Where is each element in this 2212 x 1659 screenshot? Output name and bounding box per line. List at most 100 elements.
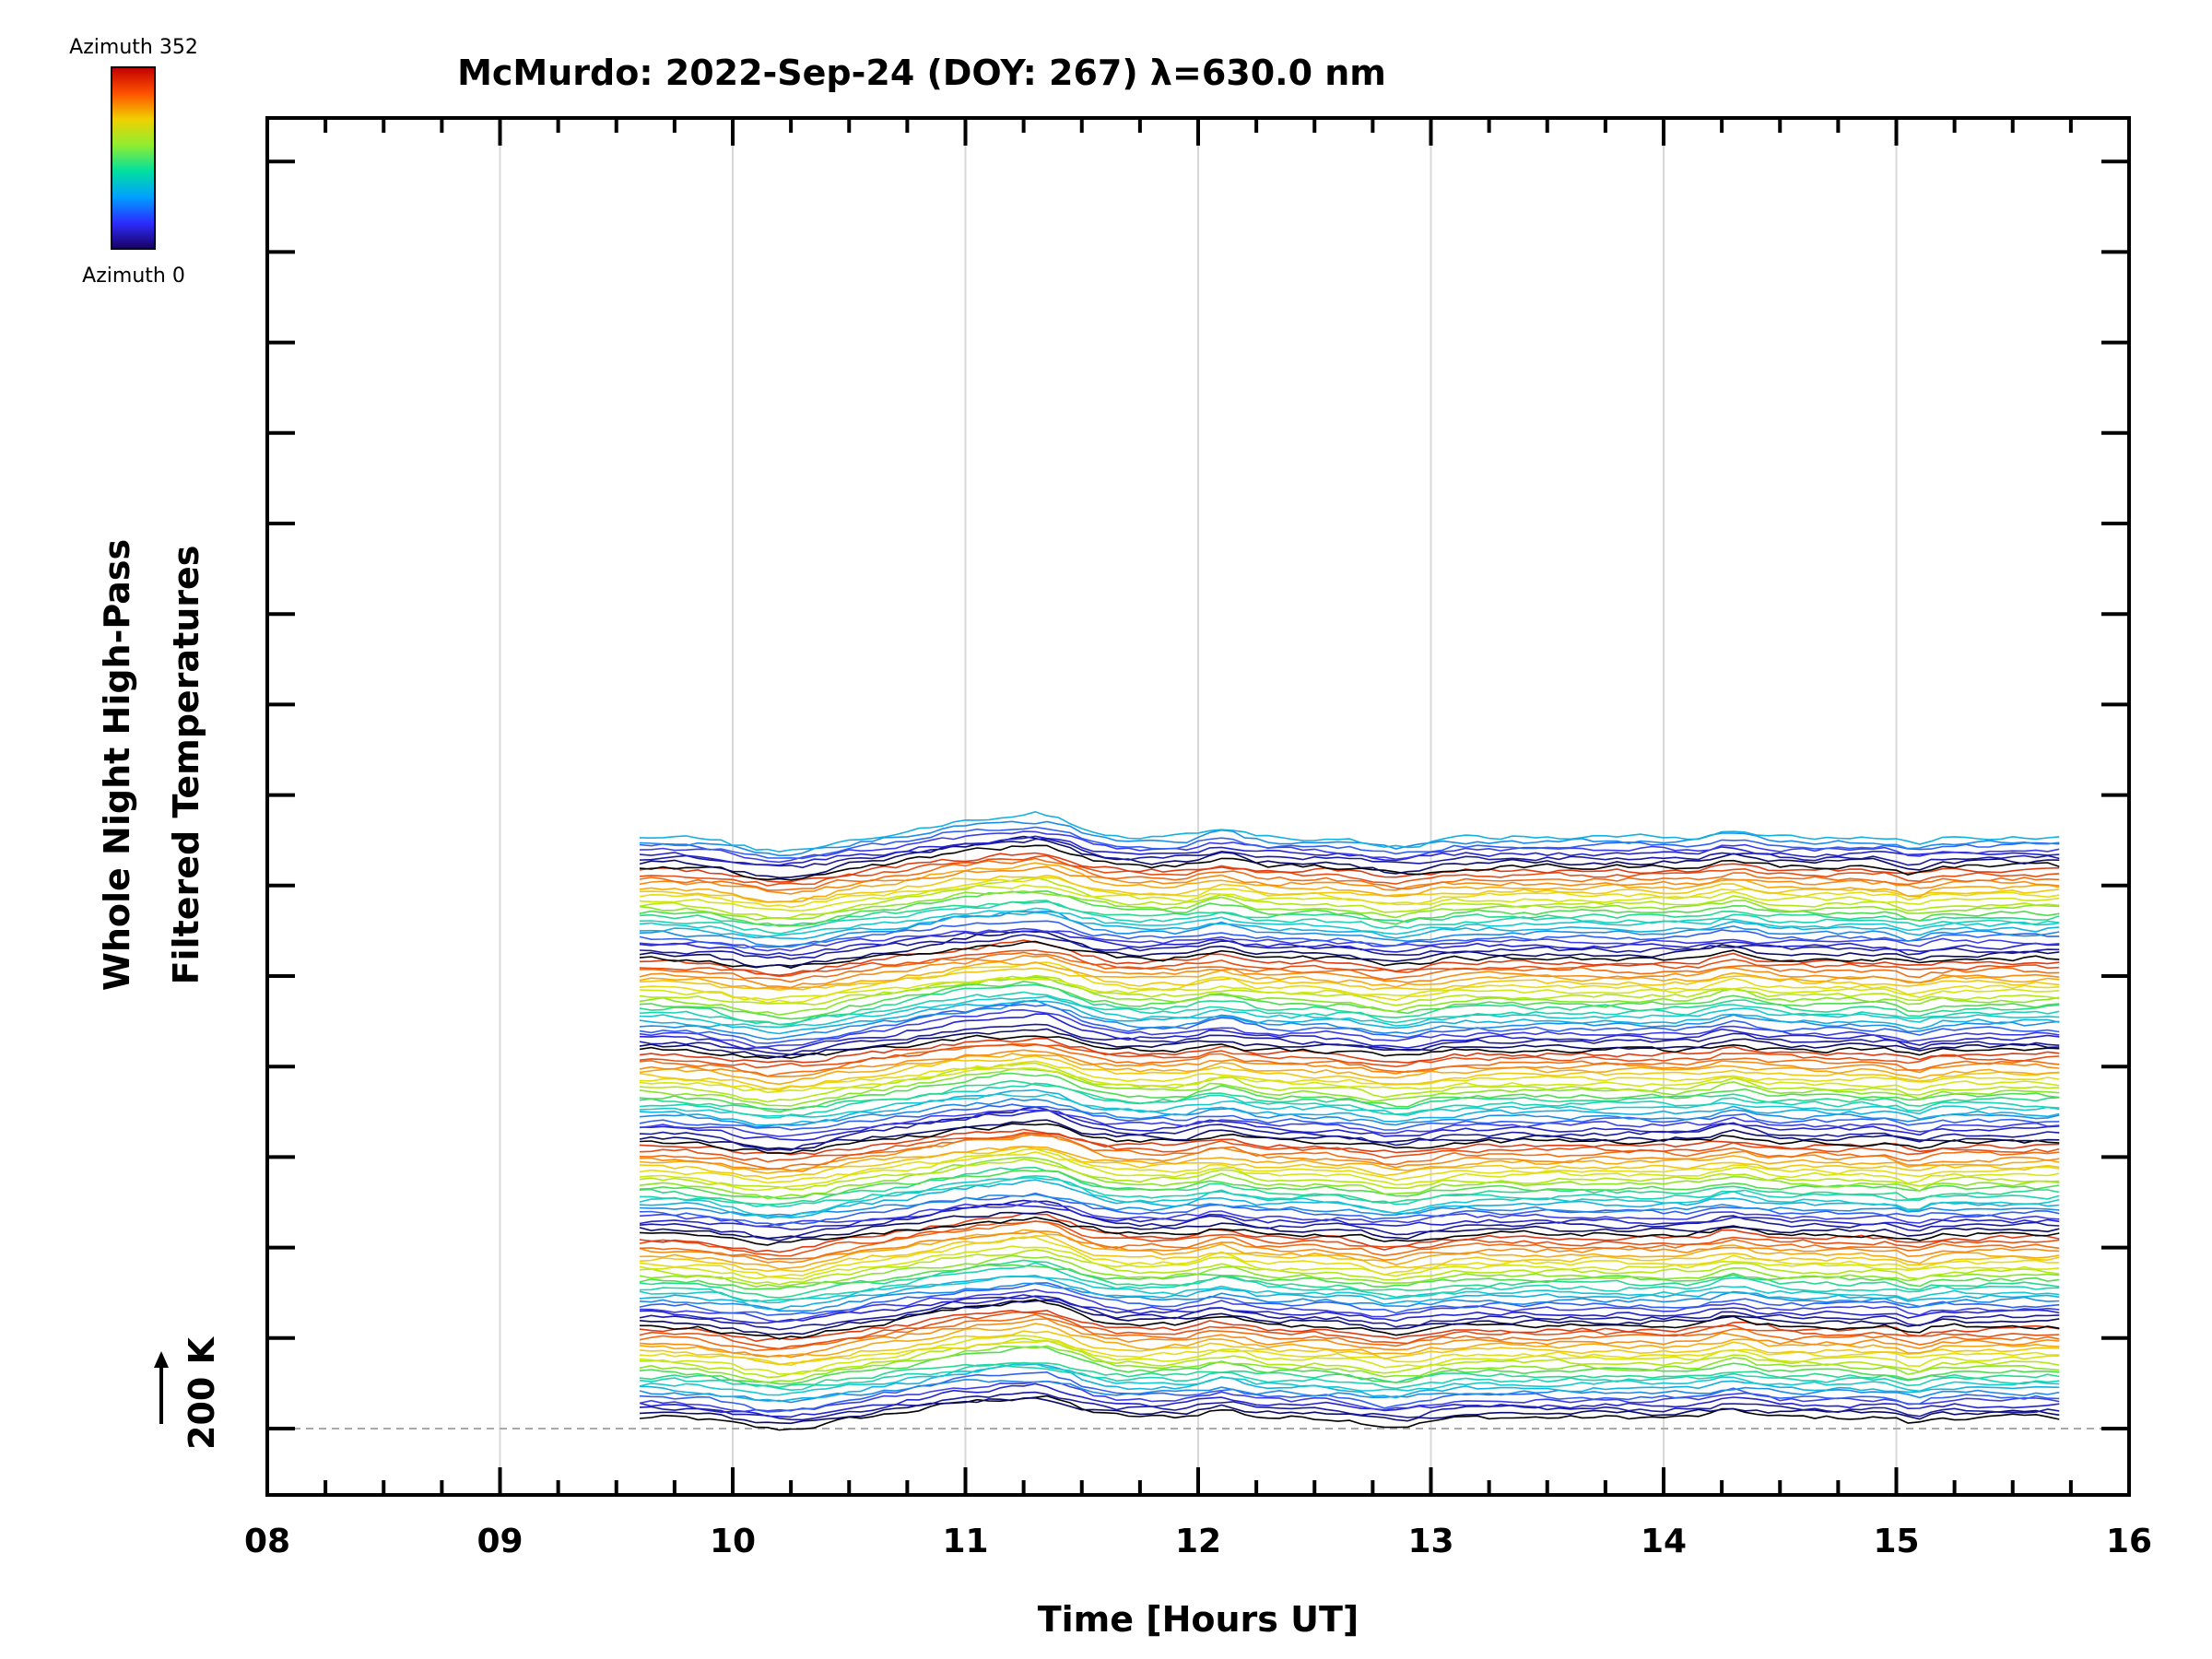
colorbar-bar: [111, 66, 156, 250]
y-axis-label-line1: Whole Night High-Pass: [97, 539, 137, 991]
trace-line: [639, 1220, 2060, 1257]
trace-line: [640, 1299, 2060, 1340]
trace-line: [639, 907, 2060, 937]
scale-arrow-head: [154, 1351, 169, 1368]
trace-line: [639, 835, 2060, 866]
trace-line: [639, 1193, 2060, 1217]
trace-line: [639, 1295, 2060, 1331]
trace-line: [639, 930, 2060, 968]
scale-label: 200 K: [182, 1335, 222, 1450]
trace-line: [639, 940, 2060, 970]
trace-line: [639, 1158, 2060, 1191]
trace-line: [639, 1378, 2060, 1404]
trace-line: [639, 1220, 2060, 1261]
y-axis-ticks: [267, 159, 2129, 1430]
trace-line: [639, 1177, 2060, 1218]
x-tick-label: 10: [710, 1523, 756, 1560]
trace-line: [639, 1323, 2060, 1358]
x-tick-label: 15: [1873, 1523, 1919, 1560]
trace-line: [639, 1282, 2060, 1312]
trace-line: [639, 1391, 2060, 1421]
trace-line: [639, 1254, 2060, 1288]
trace-line: [639, 1248, 2060, 1286]
trace-line: [639, 890, 2060, 921]
trace-line: [639, 826, 2060, 860]
trace-line: [639, 1103, 2060, 1131]
trace-line: [639, 1259, 2060, 1299]
trace-line: [639, 1000, 2060, 1035]
trace-line: [639, 934, 2060, 960]
chart-title: McMurdo: 2022-Sep-24 (DOY: 267) λ=630.0 …: [457, 53, 1386, 93]
trace-line: [639, 1300, 2060, 1335]
trace-line: [639, 1262, 2060, 1302]
y-axis-label-line2: Filtered Temperatures: [166, 546, 206, 985]
trace-line: [639, 1361, 2060, 1396]
trace-line: [639, 1060, 2060, 1090]
trace-line: [639, 1200, 2060, 1228]
trace-line: [639, 1043, 2060, 1069]
trace-line: [639, 1288, 2060, 1324]
trace-line: [639, 1199, 2060, 1241]
trace-line: [639, 960, 2060, 990]
trace-line: [639, 1236, 2060, 1278]
trace-line: [639, 1346, 2060, 1385]
trace-line: [639, 1371, 2060, 1413]
x-tick-label: 08: [244, 1523, 290, 1560]
trace-line: [639, 1361, 2060, 1389]
trace-line: [639, 1275, 2060, 1311]
x-tick-label: 14: [1641, 1523, 1687, 1560]
trace-line: [639, 1123, 2060, 1155]
trace-line: [639, 1106, 2060, 1151]
trace-line: [639, 1067, 2060, 1094]
x-tick-label: 13: [1407, 1523, 1453, 1560]
trace-line: [639, 1294, 2060, 1324]
trace-line: [639, 927, 2060, 952]
trace-line: [639, 1311, 2060, 1350]
trace-line: [639, 1216, 2060, 1246]
trace-line: [640, 1175, 2060, 1208]
trace-line: [639, 1212, 2060, 1253]
trace-line: [639, 820, 2060, 857]
trace-line: [639, 877, 2060, 920]
trace-line: [639, 912, 2060, 940]
colorbar: Azimuth 352 Azimuth 0: [69, 36, 198, 288]
trace-line: [639, 1109, 2060, 1137]
x-tick-label: 09: [477, 1523, 523, 1560]
trace-line: [639, 1088, 2060, 1126]
trace-line: [639, 1146, 2060, 1180]
trace-line: [639, 1330, 2060, 1366]
trace-line: [639, 1053, 2060, 1086]
trace-line: [639, 884, 2060, 912]
trace-line: [639, 967, 2060, 992]
gridlines: [499, 118, 1898, 1495]
trace-line: [639, 1335, 2060, 1375]
trace-line: [639, 1363, 2060, 1403]
trace-line: [639, 1145, 2060, 1174]
trace-line: [639, 1093, 2060, 1118]
trace-line: [639, 810, 2060, 853]
trace-line: [639, 1034, 2060, 1060]
x-axis-label: Time [Hours UT]: [1038, 1599, 1359, 1640]
trace-line: [639, 1133, 2060, 1172]
trace-line: [639, 995, 2060, 1029]
trace-line: [639, 930, 2060, 957]
trace-line: [639, 1156, 2060, 1200]
trace-line: [639, 835, 2060, 879]
trace-line: [639, 900, 2060, 935]
colorbar-top-label: Azimuth 352: [69, 36, 198, 59]
trace-line: [639, 920, 2060, 949]
trace-line: [639, 1151, 2060, 1184]
trace-line: [639, 1313, 2060, 1352]
trace-line: [639, 854, 2060, 887]
colorbar-bottom-label: Azimuth 0: [82, 265, 185, 288]
trace-line: [639, 844, 2060, 881]
trace-line: [639, 939, 2060, 977]
trace-line: [639, 1394, 2060, 1431]
trace-line: [639, 949, 2060, 978]
trace-line: [639, 838, 2060, 869]
trace-line: [639, 1098, 2060, 1128]
scale-indicator: 200 K: [154, 1335, 222, 1450]
trace-line: [639, 910, 2060, 948]
trace-line: [639, 1245, 2060, 1280]
x-axis-ticks: 08 09 10 11 12 13 14 15 16: [244, 118, 2152, 1560]
